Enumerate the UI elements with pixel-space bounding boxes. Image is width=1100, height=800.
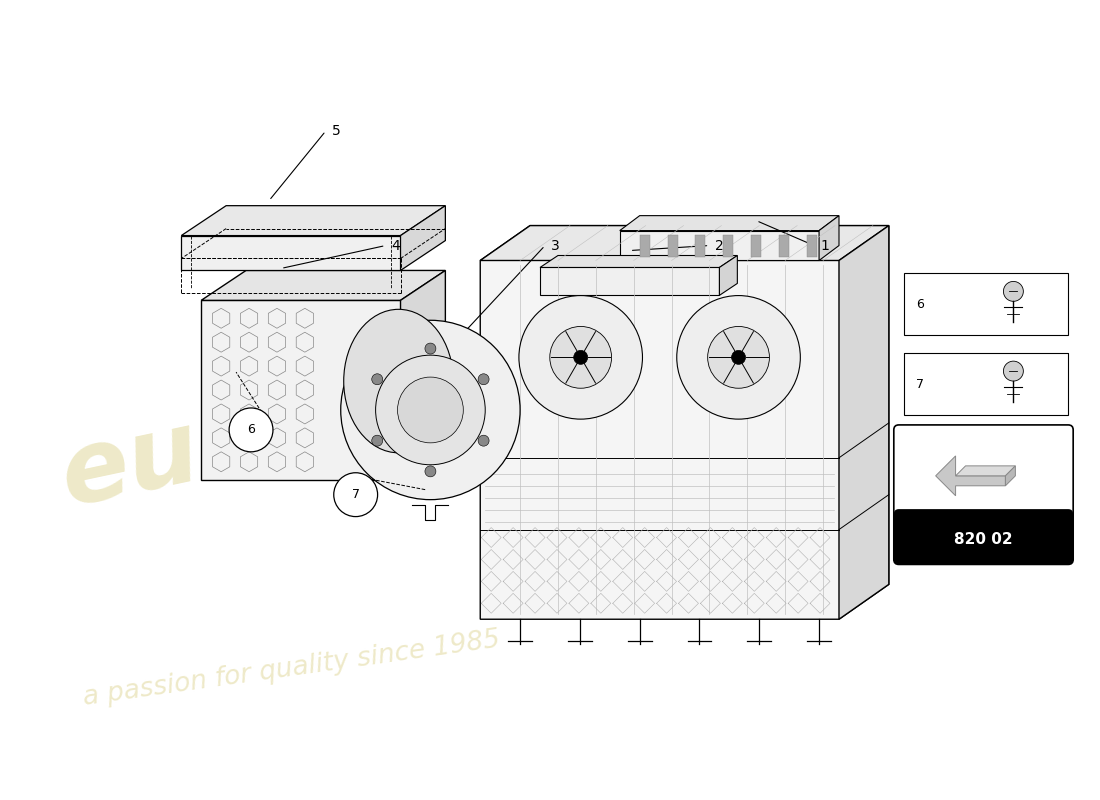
Circle shape	[425, 343, 436, 354]
Polygon shape	[400, 270, 446, 480]
Circle shape	[478, 435, 490, 446]
Bar	[899, 514, 1068, 537]
Polygon shape	[201, 300, 400, 480]
Ellipse shape	[343, 310, 453, 453]
Polygon shape	[400, 206, 446, 270]
Text: 6: 6	[915, 298, 924, 311]
Polygon shape	[724, 234, 734, 257]
Circle shape	[375, 355, 485, 465]
Polygon shape	[540, 267, 719, 295]
Polygon shape	[201, 270, 446, 300]
Text: 820 02: 820 02	[954, 531, 1013, 546]
Circle shape	[519, 295, 642, 419]
FancyBboxPatch shape	[904, 274, 1068, 335]
Circle shape	[397, 377, 463, 443]
Circle shape	[1003, 282, 1023, 302]
Polygon shape	[367, 306, 446, 450]
Circle shape	[341, 320, 520, 500]
Polygon shape	[640, 234, 650, 257]
Circle shape	[676, 295, 801, 419]
Circle shape	[372, 435, 383, 446]
Text: 2: 2	[715, 238, 724, 253]
Polygon shape	[182, 235, 400, 270]
FancyBboxPatch shape	[904, 353, 1068, 415]
Circle shape	[372, 374, 383, 385]
Polygon shape	[820, 216, 839, 261]
Text: europares: europares	[52, 313, 632, 527]
FancyBboxPatch shape	[894, 509, 1074, 565]
Circle shape	[478, 374, 490, 385]
FancyBboxPatch shape	[894, 425, 1074, 565]
Polygon shape	[839, 226, 889, 619]
Polygon shape	[779, 234, 789, 257]
Text: 7: 7	[915, 378, 924, 390]
Polygon shape	[751, 234, 761, 257]
Text: 6: 6	[248, 423, 255, 436]
Circle shape	[229, 408, 273, 452]
Polygon shape	[695, 234, 705, 257]
Polygon shape	[719, 255, 737, 295]
Circle shape	[732, 350, 746, 364]
Text: 3: 3	[551, 238, 560, 253]
Polygon shape	[1005, 466, 1015, 486]
Circle shape	[333, 473, 377, 517]
Polygon shape	[936, 456, 1005, 496]
Polygon shape	[807, 234, 817, 257]
Polygon shape	[481, 226, 889, 619]
Polygon shape	[619, 216, 839, 230]
Polygon shape	[540, 255, 737, 267]
Polygon shape	[619, 230, 820, 261]
Circle shape	[1003, 361, 1023, 381]
Polygon shape	[481, 226, 889, 261]
Text: a passion for quality since 1985: a passion for quality since 1985	[81, 627, 502, 711]
Text: 4: 4	[392, 238, 400, 253]
Circle shape	[707, 326, 769, 388]
Polygon shape	[668, 234, 678, 257]
Polygon shape	[182, 206, 446, 235]
Text: 5: 5	[332, 124, 341, 138]
Circle shape	[574, 350, 587, 364]
Polygon shape	[956, 466, 1015, 476]
Text: 1: 1	[821, 238, 829, 253]
Circle shape	[550, 326, 612, 388]
Circle shape	[425, 466, 436, 477]
Text: 7: 7	[352, 488, 360, 501]
